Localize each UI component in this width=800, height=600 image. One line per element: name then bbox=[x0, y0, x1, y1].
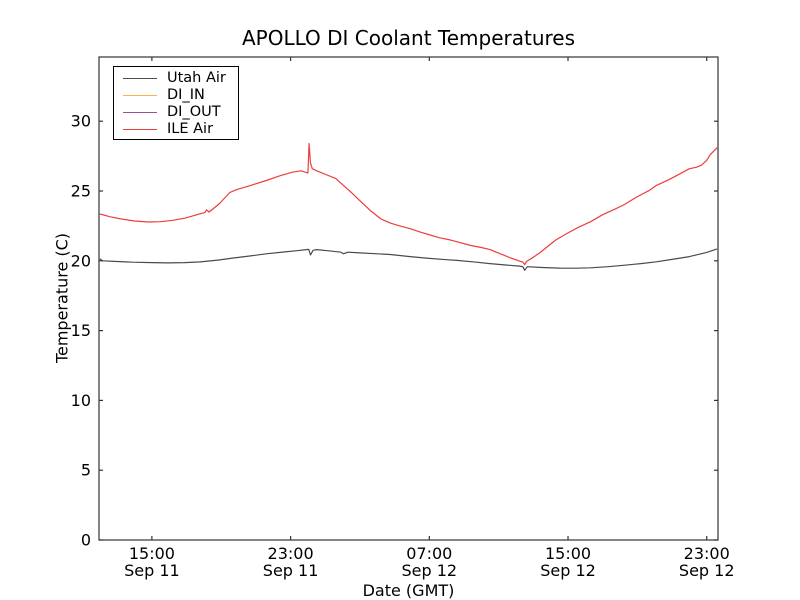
y-axis-label: Temperature (C) bbox=[52, 232, 72, 364]
legend-label: ILE Air bbox=[167, 121, 214, 137]
x-tick-label-time: 23:00 bbox=[684, 544, 730, 563]
legend-line-swatch bbox=[123, 78, 157, 79]
chart-title: APOLLO DI Coolant Temperatures bbox=[241, 26, 576, 50]
x-tick-label-time: 23:00 bbox=[268, 544, 314, 563]
legend-line-swatch bbox=[123, 129, 157, 130]
legend-line-swatch bbox=[123, 112, 157, 113]
x-tick-label-date: Sep 11 bbox=[124, 561, 180, 580]
legend-label: Utah Air bbox=[167, 70, 226, 86]
y-tick-label: 5 bbox=[81, 461, 91, 480]
x-tick-label-time: 15:00 bbox=[129, 544, 175, 563]
legend-item-utah-air: Utah Air bbox=[114, 70, 238, 87]
y-tick-label: 15 bbox=[71, 321, 91, 340]
x-tick-label-date: Sep 11 bbox=[263, 561, 319, 580]
series-line-utah-air bbox=[99, 248, 718, 271]
y-tick-label: 0 bbox=[81, 531, 91, 550]
y-tick-label: 25 bbox=[71, 182, 91, 201]
legend: Utah Air DI_IN DI_OUT ILE Air bbox=[113, 66, 239, 140]
legend-item-di-in: DI_IN bbox=[114, 87, 238, 104]
y-tick-label: 30 bbox=[71, 112, 91, 131]
x-tick-label-date: Sep 12 bbox=[540, 561, 596, 580]
legend-item-di-out: DI_OUT bbox=[114, 104, 238, 121]
axes-spines bbox=[98, 56, 719, 541]
x-tick-label-time: 15:00 bbox=[545, 544, 591, 563]
legend-label: DI_OUT bbox=[167, 104, 221, 120]
x-axis-label: Date (GMT) bbox=[362, 581, 455, 600]
y-tick-label: 20 bbox=[71, 251, 91, 270]
legend-label: DI_IN bbox=[167, 87, 205, 103]
x-tick-label-date: Sep 12 bbox=[402, 561, 458, 580]
legend-item-ile-air: ILE Air bbox=[114, 121, 238, 138]
x-tick-label-date: Sep 12 bbox=[679, 561, 735, 580]
y-tick-label: 10 bbox=[71, 391, 91, 410]
legend-line-swatch bbox=[123, 95, 157, 96]
x-tick-label-time: 07:00 bbox=[406, 544, 452, 563]
series-line-ile-air bbox=[99, 142, 718, 266]
